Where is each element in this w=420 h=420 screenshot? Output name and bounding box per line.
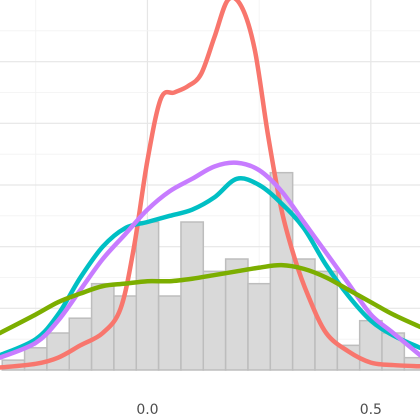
x-axis-ticks: 0.0 0.5 xyxy=(136,402,382,418)
x-tick-label: 0.0 xyxy=(136,402,158,418)
histogram-bars xyxy=(1,171,420,371)
histogram-bar xyxy=(180,221,205,371)
density-curve-3 xyxy=(0,160,420,360)
histogram-bar xyxy=(113,295,138,371)
histogram-bar xyxy=(247,282,272,371)
histogram-bar xyxy=(224,258,249,371)
density-curve-1 xyxy=(0,0,420,370)
histogram-bar xyxy=(157,295,182,371)
histogram-bar xyxy=(202,270,227,371)
histogram-bar xyxy=(135,221,160,371)
x-tick-label: 0.5 xyxy=(360,402,382,418)
density-curve-4 xyxy=(0,262,420,336)
histogram-bar xyxy=(291,258,316,371)
histogram-bar xyxy=(314,270,339,371)
density-curve-2 xyxy=(0,176,420,358)
density-curves xyxy=(0,0,420,370)
